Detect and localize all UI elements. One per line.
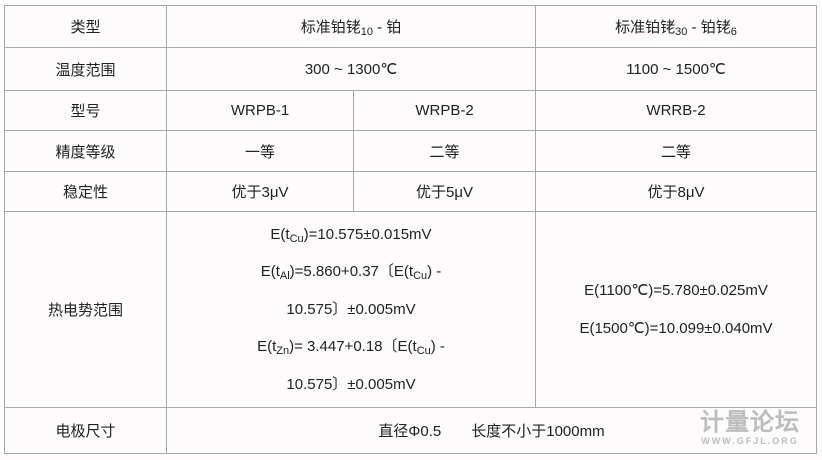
row-grade: 精度等级 一等 二等 二等 xyxy=(4,130,817,172)
cell: WRRB-2 xyxy=(535,90,817,131)
label: 型号 xyxy=(4,90,167,131)
cell: WRPB-1 xyxy=(166,90,354,131)
label: 稳定性 xyxy=(4,171,167,212)
cell: 300 ~ 1300℃ xyxy=(166,47,536,91)
cell: 一等 xyxy=(166,130,354,172)
thermocouple-spec-table: 类型 标准铂铑10 - 铂 标准铂铑30 - 铂铑6 温度范围 300 ~ 13… xyxy=(4,5,817,454)
cell: WRPB-2 xyxy=(353,90,536,131)
cell: 1100 ~ 1500℃ xyxy=(535,47,817,91)
cell: 二等 xyxy=(535,130,817,172)
cell: 二等 xyxy=(353,130,536,172)
watermark-url: WWW.GFJL.ORG xyxy=(701,436,799,446)
row-type: 类型 标准铂铑10 - 铂 标准铂铑30 - 铂铑6 xyxy=(4,5,817,48)
cell: 直径Φ0.5 长度不小于1000mm xyxy=(166,407,817,454)
label: 精度等级 xyxy=(4,130,167,172)
label: 电极尺寸 xyxy=(4,407,167,454)
cell: E(1100℃)=5.780±0.025mV E(1500℃)=10.099±0.… xyxy=(535,211,817,408)
label: 温度范围 xyxy=(4,47,167,91)
cell: 标准铂铑30 - 铂铑6 xyxy=(535,5,817,48)
label: 类型 xyxy=(4,5,167,48)
cell: E(tCu)=10.575±0.015mV E(tAl)=5.860+0.37〔… xyxy=(166,211,536,408)
watermark-title: 计量论坛 xyxy=(700,409,800,436)
row-model: 型号 WRPB-1 WRPB-2 WRRB-2 xyxy=(4,90,817,131)
row-stability: 稳定性 优于3μV 优于5μV 优于8μV xyxy=(4,171,817,212)
cell: 优于5μV xyxy=(353,171,536,212)
row-range: 温度范围 300 ~ 1300℃ 1100 ~ 1500℃ xyxy=(4,47,817,91)
cell: 优于3μV xyxy=(166,171,354,212)
label: 热电势范围 xyxy=(4,211,167,408)
row-emf: 热电势范围 E(tCu)=10.575±0.015mV E(tAl)=5.860… xyxy=(4,211,817,408)
cell: 标准铂铑10 - 铂 xyxy=(166,5,536,48)
row-electrode: 电极尺寸 直径Φ0.5 长度不小于1000mm xyxy=(4,407,817,454)
cell: 优于8μV xyxy=(535,171,817,212)
watermark-logo: 计量论坛 WWW.GFJL.ORG xyxy=(700,409,800,447)
